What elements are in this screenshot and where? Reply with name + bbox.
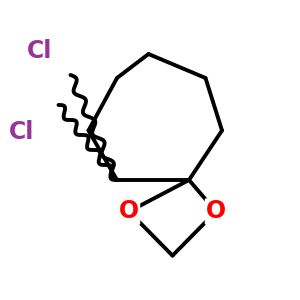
Text: O: O [206,200,226,224]
Text: O: O [119,200,139,224]
Text: Cl: Cl [27,39,52,63]
Text: Cl: Cl [9,120,34,144]
